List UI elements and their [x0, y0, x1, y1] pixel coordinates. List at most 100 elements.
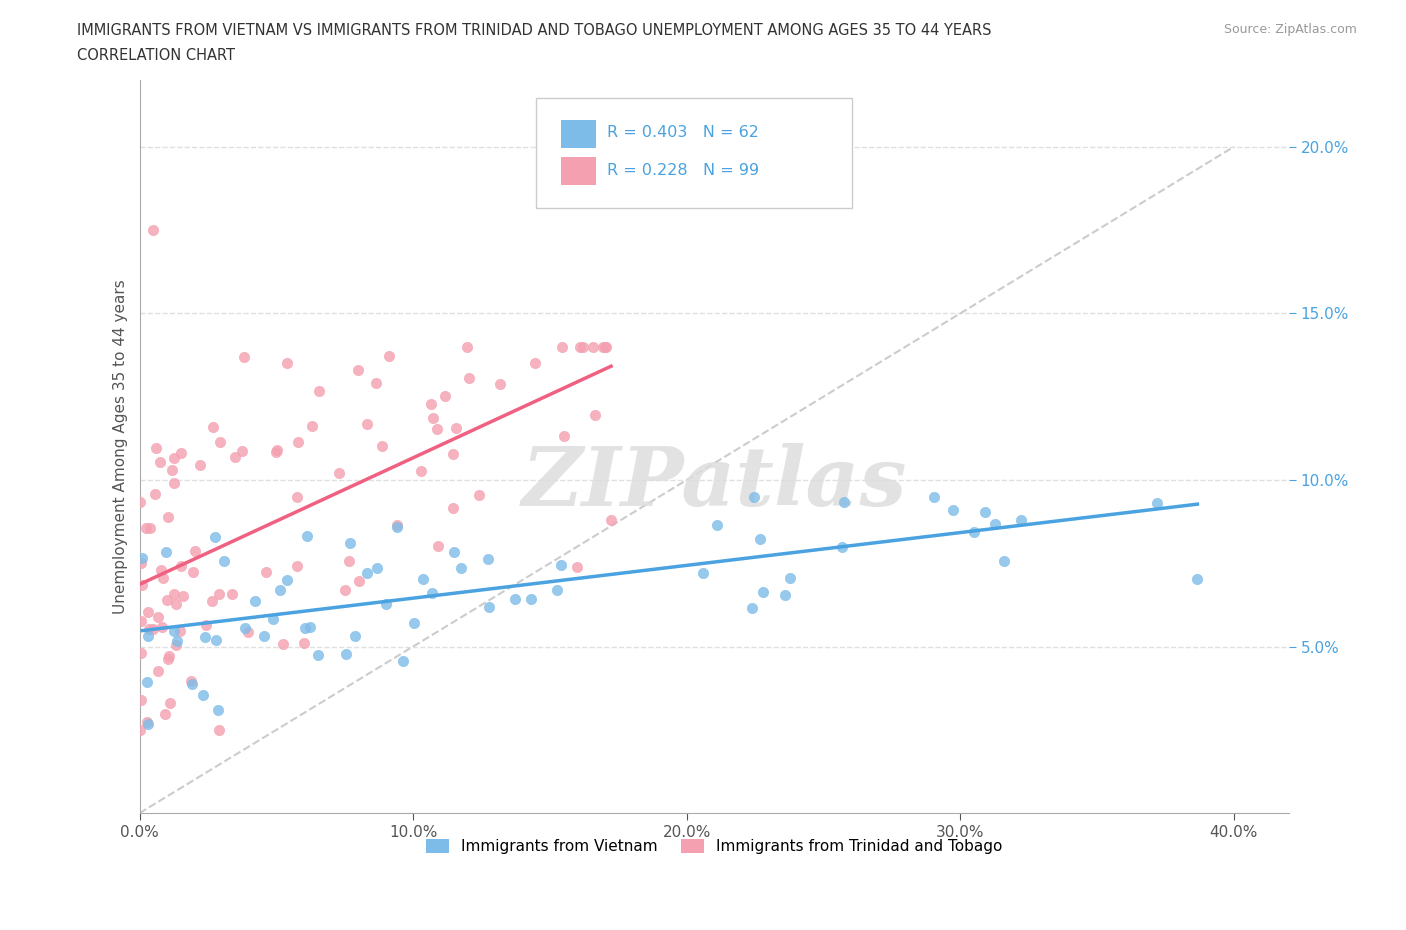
Point: [411, 464, 433, 479]
Point: [984, 516, 1007, 531]
Point: [163, 451, 186, 466]
Point: [375, 597, 398, 612]
Point: [441, 501, 464, 516]
Point: [253, 629, 276, 644]
Point: [595, 339, 617, 354]
Point: [155, 545, 177, 560]
Point: [328, 466, 350, 481]
Point: [138, 622, 160, 637]
Point: [422, 411, 444, 426]
Point: [426, 421, 449, 436]
Point: [1010, 512, 1032, 527]
Point: [233, 350, 256, 365]
Point: [301, 418, 323, 433]
Point: [163, 586, 186, 601]
Point: [1146, 496, 1168, 511]
Point: [266, 443, 288, 458]
Point: [378, 348, 401, 363]
Point: [993, 554, 1015, 569]
Point: [433, 389, 456, 404]
Point: [422, 586, 444, 601]
Point: [294, 620, 316, 635]
Point: [347, 574, 370, 589]
Point: [170, 559, 193, 574]
Point: [489, 377, 512, 392]
Point: [224, 449, 246, 464]
Point: [742, 489, 765, 504]
Point: [254, 565, 277, 580]
Point: [356, 565, 378, 580]
Point: [366, 561, 388, 576]
Point: [963, 525, 986, 539]
Point: [550, 558, 572, 573]
Point: [136, 628, 159, 643]
Point: [150, 620, 173, 635]
Point: [145, 441, 167, 456]
Point: [565, 560, 588, 575]
Point: [136, 674, 159, 689]
Point: [391, 654, 413, 669]
Point: [207, 703, 229, 718]
Point: [404, 616, 426, 631]
Point: [333, 583, 356, 598]
Point: [546, 583, 568, 598]
Point: [942, 502, 965, 517]
Point: [162, 475, 184, 490]
Point: [553, 429, 575, 444]
Point: [157, 648, 180, 663]
Point: [583, 407, 606, 422]
Point: [593, 339, 616, 354]
Point: [520, 591, 543, 606]
FancyBboxPatch shape: [536, 99, 852, 208]
Point: [159, 696, 181, 711]
Point: [150, 563, 173, 578]
Point: [337, 553, 360, 568]
Point: [235, 621, 257, 636]
Point: [371, 439, 394, 454]
Point: [194, 630, 217, 644]
Point: [292, 635, 315, 650]
Point: [276, 573, 298, 588]
Point: [156, 651, 179, 666]
Point: [773, 588, 796, 603]
Point: [456, 339, 478, 354]
Point: [208, 434, 231, 449]
Text: Source: ZipAtlas.com: Source: ZipAtlas.com: [1223, 23, 1357, 36]
Point: [142, 622, 165, 637]
Point: [181, 565, 204, 579]
Point: [287, 489, 309, 504]
Bar: [561, 120, 596, 148]
Point: [600, 513, 623, 528]
Point: [468, 487, 491, 502]
Point: [131, 556, 153, 571]
Point: [478, 600, 501, 615]
Point: [208, 723, 231, 737]
Point: [364, 376, 387, 391]
Point: [231, 444, 253, 458]
Point: [129, 723, 152, 737]
Point: [179, 673, 201, 688]
Point: [238, 625, 260, 640]
Point: [184, 543, 207, 558]
Point: [208, 586, 231, 601]
Point: [339, 535, 361, 550]
Point: [420, 396, 443, 411]
Point: [831, 539, 853, 554]
Point: [832, 495, 855, 510]
Point: [706, 517, 728, 532]
Text: R = 0.228   N = 99: R = 0.228 N = 99: [607, 163, 759, 178]
Point: [131, 578, 153, 592]
Point: [287, 435, 309, 450]
Point: [692, 565, 714, 580]
Point: [412, 571, 434, 586]
Point: [131, 551, 153, 565]
Text: CORRELATION CHART: CORRELATION CHART: [77, 48, 235, 63]
Point: [204, 529, 226, 544]
Point: [152, 571, 174, 586]
Point: [163, 624, 186, 639]
Point: [172, 589, 194, 604]
Point: [135, 521, 157, 536]
Point: [271, 636, 294, 651]
Point: [592, 339, 614, 354]
Text: R = 0.403   N = 62: R = 0.403 N = 62: [607, 126, 759, 140]
